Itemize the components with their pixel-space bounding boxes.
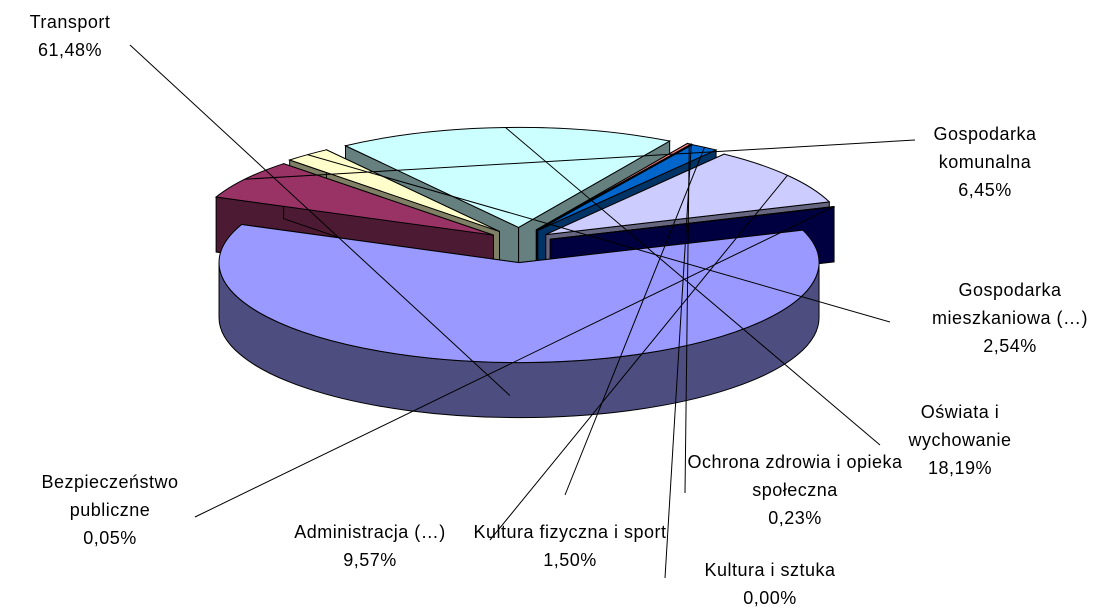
category-label: Gospodarka komunalna bbox=[933, 124, 1037, 172]
leader-line bbox=[307, 154, 891, 323]
leader-line bbox=[684, 143, 690, 494]
value-label: 0,23% bbox=[768, 508, 822, 528]
category-label: Bezpieczeństwo publiczne bbox=[41, 472, 179, 520]
leader-line bbox=[244, 139, 916, 180]
data-label: Ochrona zdrowia i opieka społeczna 0,23% bbox=[685, 448, 905, 532]
data-label: Kultura fizyczna i sport 1,50% bbox=[470, 518, 670, 574]
category-label: Transport bbox=[29, 12, 111, 32]
data-label: Oświata i wychowanie 18,19% bbox=[890, 398, 1030, 482]
category-label: Administracja (…) bbox=[294, 522, 446, 542]
data-label: Gospodarka komunalna 6,45% bbox=[915, 120, 1055, 204]
value-label: 2,54% bbox=[983, 336, 1037, 356]
value-label: 9,57% bbox=[343, 550, 397, 570]
category-label: Oświata i wychowanie bbox=[908, 402, 1012, 450]
category-label: Kultura i sztuka bbox=[704, 560, 836, 580]
leader-line bbox=[489, 175, 788, 541]
value-label: 0,00% bbox=[743, 588, 797, 608]
value-label: 1,50% bbox=[543, 550, 597, 570]
value-label: 6,45% bbox=[958, 180, 1012, 200]
value-label: 61,48% bbox=[37, 40, 103, 60]
data-label: Bezpieczeństwo publiczne 0,05% bbox=[10, 468, 210, 552]
value-label: 0,05% bbox=[83, 528, 137, 548]
data-label: Administracja (…) 9,57% bbox=[260, 518, 480, 574]
leader-line bbox=[664, 144, 692, 579]
value-label: 18,19% bbox=[927, 458, 993, 478]
category-label: Kultura fizyczna i sport bbox=[473, 522, 667, 542]
slice-top bbox=[343, 126, 672, 228]
category-label: Ochrona zdrowia i opieka społeczna bbox=[687, 452, 903, 500]
leader-line bbox=[194, 206, 835, 518]
data-label: Kultura i sztuka 0,00% bbox=[660, 556, 880, 610]
leader-line bbox=[564, 147, 705, 496]
category-label: Gospodarka mieszkaniowa (…) bbox=[931, 280, 1089, 328]
leader-line bbox=[505, 127, 881, 446]
data-label: Gospodarka mieszkaniowa (…) 2,54% bbox=[910, 276, 1110, 360]
data-label: Transport 61,48% bbox=[0, 8, 140, 64]
leader-line bbox=[129, 44, 511, 396]
